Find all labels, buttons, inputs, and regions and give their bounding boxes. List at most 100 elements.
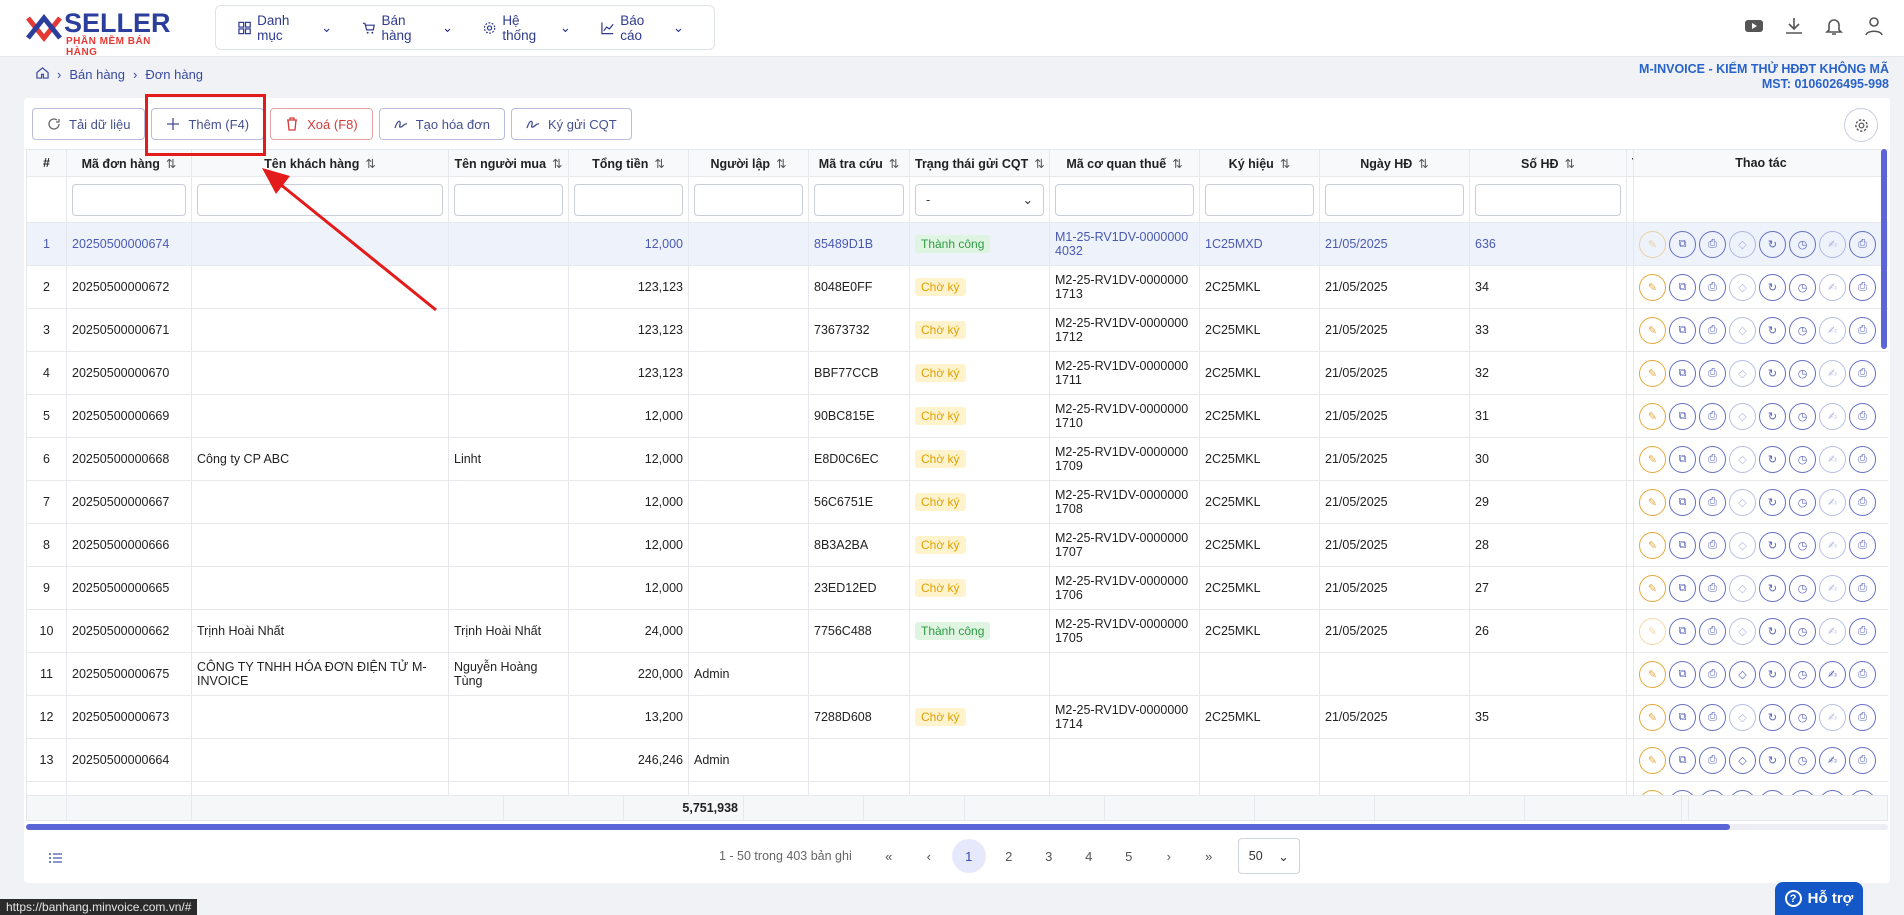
- consign-cqt-button[interactable]: Ký gửi CQT: [511, 108, 632, 140]
- edit-icon[interactable]: ✎: [1639, 703, 1666, 731]
- col-header[interactable]: Tên khách hàng ⇅: [191, 149, 449, 177]
- table-row[interactable]: 13 20250500000664 246,246 Admin ✎ ⧉ ⎙ ◇ ↻ ◷ ✍ ⎙: [26, 738, 1888, 782]
- vertical-scrollbar[interactable]: [1881, 149, 1887, 349]
- tag-icon[interactable]: ◇: [1729, 531, 1756, 559]
- history-icon[interactable]: ◷: [1789, 703, 1816, 731]
- table-row[interactable]: 8 20250500000666 12,000 8B3A2BA Chờ ký M2-25-…: [26, 523, 1888, 567]
- filter-buyer-input[interactable]: [454, 183, 563, 216]
- sign-icon[interactable]: ✍: [1819, 402, 1846, 430]
- list-icon[interactable]: [48, 850, 64, 866]
- copy-icon[interactable]: ⧉: [1669, 359, 1696, 387]
- edit-icon[interactable]: ✎: [1639, 617, 1666, 645]
- tag-icon[interactable]: ◇: [1729, 660, 1756, 688]
- refresh-icon[interactable]: ↻: [1759, 703, 1786, 731]
- col-header[interactable]: Tổng tiền ⇅: [568, 149, 689, 177]
- history-icon[interactable]: ◷: [1789, 273, 1816, 301]
- menu-bao-cao[interactable]: Báo cáo ⌄: [601, 13, 684, 43]
- sign-icon[interactable]: ✍: [1819, 445, 1846, 473]
- edit-icon[interactable]: ✎: [1639, 574, 1666, 602]
- print2-icon[interactable]: ⎙: [1849, 746, 1876, 774]
- history-icon[interactable]: ◷: [1789, 574, 1816, 602]
- page-1-button[interactable]: 1: [951, 839, 986, 873]
- edit-icon[interactable]: ✎: [1639, 488, 1666, 516]
- table-row[interactable]: 9 20250500000665 12,000 23ED12ED Chờ ký M2-25…: [26, 566, 1888, 610]
- create-invoice-button[interactable]: Tạo hóa đơn: [378, 108, 506, 140]
- tag-icon[interactable]: ◇: [1729, 316, 1756, 344]
- print-icon[interactable]: ⎙: [1699, 359, 1726, 387]
- refresh-icon[interactable]: ↻: [1759, 230, 1786, 258]
- print-icon[interactable]: ⎙: [1699, 660, 1726, 688]
- scrollbar-thumb[interactable]: [26, 824, 1730, 830]
- edit-icon[interactable]: ✎: [1639, 746, 1666, 774]
- history-icon[interactable]: ◷: [1789, 445, 1816, 473]
- sign-icon[interactable]: ✍: [1819, 531, 1846, 559]
- table-row[interactable]: 5 20250500000669 12,000 90BC815E Chờ ký M2-25…: [26, 394, 1888, 438]
- copy-icon[interactable]: ⧉: [1669, 402, 1696, 430]
- copy-icon[interactable]: ⧉: [1669, 574, 1696, 602]
- sign-icon[interactable]: ✍: [1819, 230, 1846, 258]
- print2-icon[interactable]: ⎙: [1849, 617, 1876, 645]
- copy-icon[interactable]: ⧉: [1669, 703, 1696, 731]
- add-button[interactable]: Thêm (F4): [151, 108, 265, 140]
- sign-icon[interactable]: ✍: [1819, 574, 1846, 602]
- print-icon[interactable]: ⎙: [1699, 531, 1726, 559]
- page-5-button[interactable]: 5: [1125, 848, 1133, 864]
- print-icon[interactable]: ⎙: [1699, 316, 1726, 344]
- print2-icon[interactable]: ⎙: [1849, 273, 1876, 301]
- page-3-button[interactable]: 3: [1045, 848, 1053, 864]
- col-header[interactable]: Ngày HĐ ⇅: [1319, 149, 1470, 177]
- delete-button[interactable]: Xoá (F8): [270, 108, 373, 140]
- col-header[interactable]: Trạng thái gửi CQT ⇅: [909, 149, 1050, 177]
- refresh-icon[interactable]: ↻: [1759, 488, 1786, 516]
- copy-icon[interactable]: ⧉: [1669, 660, 1696, 688]
- refresh-icon[interactable]: ↻: [1759, 531, 1786, 559]
- print-icon[interactable]: ⎙: [1699, 273, 1726, 301]
- filter-symbol-input[interactable]: [1205, 183, 1314, 216]
- refresh-icon[interactable]: ↻: [1759, 402, 1786, 430]
- edit-icon[interactable]: ✎: [1639, 445, 1666, 473]
- copy-icon[interactable]: ⧉: [1669, 488, 1696, 516]
- tag-icon[interactable]: ◇: [1729, 617, 1756, 645]
- horizontal-scrollbar[interactable]: [26, 824, 1888, 830]
- print2-icon[interactable]: ⎙: [1849, 230, 1876, 258]
- history-icon[interactable]: ◷: [1789, 617, 1816, 645]
- sign-icon[interactable]: ✍: [1819, 316, 1846, 344]
- refresh-icon[interactable]: ↻: [1759, 746, 1786, 774]
- col-header[interactable]: Mã đơn hàng ⇅: [66, 149, 192, 177]
- print-icon[interactable]: ⎙: [1699, 617, 1726, 645]
- print2-icon[interactable]: ⎙: [1849, 488, 1876, 516]
- help-button[interactable]: ? Hỗ trợ: [1775, 882, 1863, 915]
- history-icon[interactable]: ◷: [1789, 488, 1816, 516]
- col-header[interactable]: Mã tra cứu ⇅: [808, 149, 910, 177]
- sign-icon[interactable]: ✍: [1819, 703, 1846, 731]
- history-icon[interactable]: ◷: [1789, 230, 1816, 258]
- print2-icon[interactable]: ⎙: [1849, 703, 1876, 731]
- print-icon[interactable]: ⎙: [1699, 230, 1726, 258]
- table-row[interactable]: 10 20250500000662 Trịnh Hoài Nhất Trịnh Hoà…: [26, 609, 1888, 653]
- col-header[interactable]: Tên người mua ⇅: [448, 149, 569, 177]
- sign-icon[interactable]: ✍: [1819, 617, 1846, 645]
- sign-icon[interactable]: ✍: [1819, 359, 1846, 387]
- home-icon[interactable]: [36, 66, 49, 82]
- filter-date-input[interactable]: [1325, 183, 1464, 216]
- table-settings-button[interactable]: [1844, 108, 1878, 142]
- edit-icon[interactable]: ✎: [1639, 531, 1666, 559]
- filter-creator-input[interactable]: [694, 183, 803, 216]
- reload-button[interactable]: Tải dữ liệu: [32, 108, 146, 140]
- app-logo[interactable]: SELLER PHẦN MỀM BÁN HÀNG: [24, 8, 184, 58]
- refresh-icon[interactable]: ↻: [1759, 445, 1786, 473]
- filter-lookup-input[interactable]: [814, 183, 904, 216]
- copy-icon[interactable]: ⧉: [1669, 273, 1696, 301]
- edit-icon[interactable]: ✎: [1639, 402, 1666, 430]
- filter-total-input[interactable]: [574, 183, 683, 216]
- copy-icon[interactable]: ⧉: [1669, 617, 1696, 645]
- print2-icon[interactable]: ⎙: [1849, 316, 1876, 344]
- first-page-button[interactable]: «: [885, 848, 893, 864]
- print-icon[interactable]: ⎙: [1699, 445, 1726, 473]
- print2-icon[interactable]: ⎙: [1849, 359, 1876, 387]
- tag-icon[interactable]: ◇: [1729, 402, 1756, 430]
- print2-icon[interactable]: ⎙: [1849, 402, 1876, 430]
- sign-icon[interactable]: ✍: [1819, 273, 1846, 301]
- print-icon[interactable]: ⎙: [1699, 746, 1726, 774]
